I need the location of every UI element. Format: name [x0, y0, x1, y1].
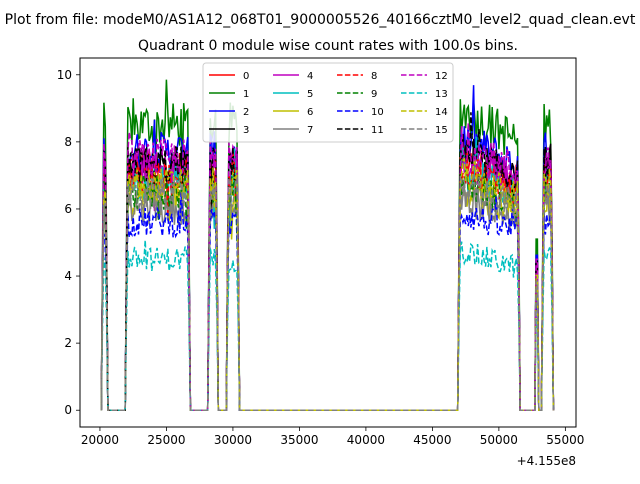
series-line-10	[100, 192, 555, 411]
x-tick-label: 50000	[480, 433, 518, 447]
plot-area: 20000 25000 30000 35000 40000 45000 50000 55000…	[57, 57, 584, 468]
legend-label-10: 10	[371, 107, 384, 118]
legend-label-3: 3	[243, 125, 249, 136]
legend-label-12: 12	[435, 71, 448, 82]
legend-label-4: 4	[307, 71, 313, 82]
x-tick-label: 35000	[280, 433, 318, 447]
series-line-12	[100, 122, 555, 411]
legend-label-2: 2	[243, 107, 249, 118]
x-tick-label: 25000	[147, 433, 185, 447]
x-tick-label: 30000	[214, 433, 252, 447]
y-tick-label: 0	[64, 403, 72, 417]
y-tick-label: 6	[64, 202, 72, 216]
legend-label-14: 14	[435, 107, 448, 118]
x-tick-label: 40000	[347, 433, 385, 447]
x-offset-label: +4.155e8	[517, 454, 576, 468]
series-line-15	[100, 173, 555, 411]
y-tick-label: 4	[64, 269, 72, 283]
legend-label-5: 5	[307, 89, 313, 100]
x-tick-label: 45000	[413, 433, 451, 447]
legend-box	[202, 62, 454, 143]
axes-frame	[79, 57, 577, 428]
y-tick-label: 2	[64, 336, 72, 350]
legend-label-7: 7	[307, 125, 313, 136]
chart-title: Quadrant 0 module wise count rates with …	[138, 38, 518, 54]
series-group	[100, 79, 555, 411]
legend-label-11: 11	[371, 125, 384, 136]
figure-suptitle: Plot from file: modeM0/AS1A12_068T01_900…	[5, 12, 636, 28]
y-tick-label: 10	[57, 68, 72, 82]
legend-label-1: 1	[243, 89, 249, 100]
legend-label-15: 15	[435, 125, 448, 136]
x-tick-label: 20000	[81, 433, 119, 447]
y-tick-label: 8	[64, 135, 72, 149]
legend-label-13: 13	[435, 89, 448, 100]
x-tick-label: 55000	[546, 433, 584, 447]
legend-label-6: 6	[307, 107, 313, 118]
legend-label-8: 8	[371, 71, 377, 82]
legend-label-0: 0	[243, 71, 249, 82]
series-line-13	[100, 240, 555, 411]
legend-label-9: 9	[371, 89, 377, 100]
